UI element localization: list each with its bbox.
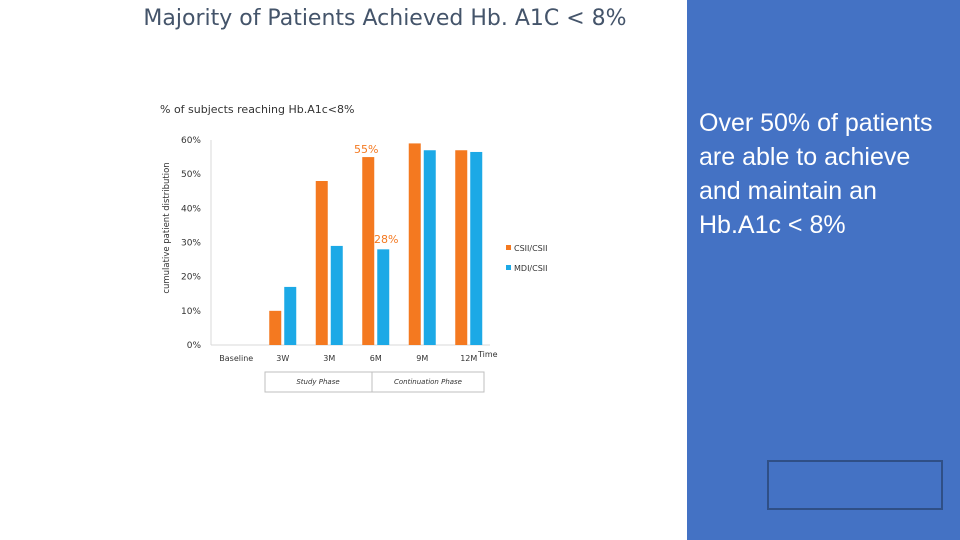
x-tick-label: 3M [323, 354, 335, 363]
x-tick-label: 6M [370, 354, 382, 363]
x-axis-label: Time [477, 350, 498, 359]
x-tick-label: 3W [276, 354, 289, 363]
chart-heading: % of subjects reaching Hb.A1c<8% [160, 103, 355, 116]
x-tick-label: 12M [460, 354, 477, 363]
y-tick-label: 60% [181, 136, 201, 146]
legend-swatch-mdi [506, 265, 511, 270]
legend: CSII/CSII MDI/CSII [506, 244, 548, 273]
panel-box [767, 460, 943, 510]
y-tick-label: 0% [187, 341, 202, 351]
bar-csii-csii-12m [455, 150, 468, 345]
bar-mdi-csii-3w [284, 286, 297, 345]
x-tick-label: Baseline [219, 354, 253, 363]
panel-text: Over 50% of patients are able to achieve… [699, 109, 933, 239]
slide-title: Majority of Patients Achieved Hb. A1C < … [143, 6, 627, 31]
bar-csii-csii-6m [362, 157, 375, 345]
legend-label-csii: CSII/CSII [514, 244, 547, 253]
bar-csii-csii-3m [315, 181, 328, 345]
bar-csii-csii-3w [269, 310, 282, 345]
phase-box [264, 371, 485, 393]
annotation-28: 28% [374, 233, 398, 246]
y-axis-label: cumulative patient distribution [162, 162, 172, 293]
bar-csii-csii-9m [408, 143, 421, 345]
legend-swatch-csii [506, 245, 511, 250]
bar-mdi-csii-6m [377, 249, 390, 345]
legend-label-mdi: MDI/CSII [514, 264, 548, 273]
bar-chart: 0% 10% 20% 30% 40% 50% 60% Baseline 3W 3M 6M 9M 12M… [162, 136, 548, 393]
side-panel: Over 50% of patients are able to achieve… [687, 0, 960, 540]
y-tick-label: 40% [181, 204, 201, 214]
y-tick-label: 30% [181, 239, 201, 249]
y-tick-label: 10% [181, 307, 201, 317]
bar-mdi-csii-3m [330, 245, 343, 345]
x-tick-label: 9M [416, 354, 428, 363]
bar-mdi-csii-12m [470, 151, 483, 345]
bar-mdi-csii-9m [423, 150, 436, 345]
y-tick-label: 20% [181, 273, 201, 283]
phase-table: Study Phase Continuation Phase [264, 371, 485, 393]
annotation-55: 55% [354, 143, 378, 156]
phase-continuation: Continuation Phase [394, 378, 462, 386]
phase-study: Study Phase [296, 378, 339, 386]
y-tick-label: 50% [181, 170, 201, 180]
